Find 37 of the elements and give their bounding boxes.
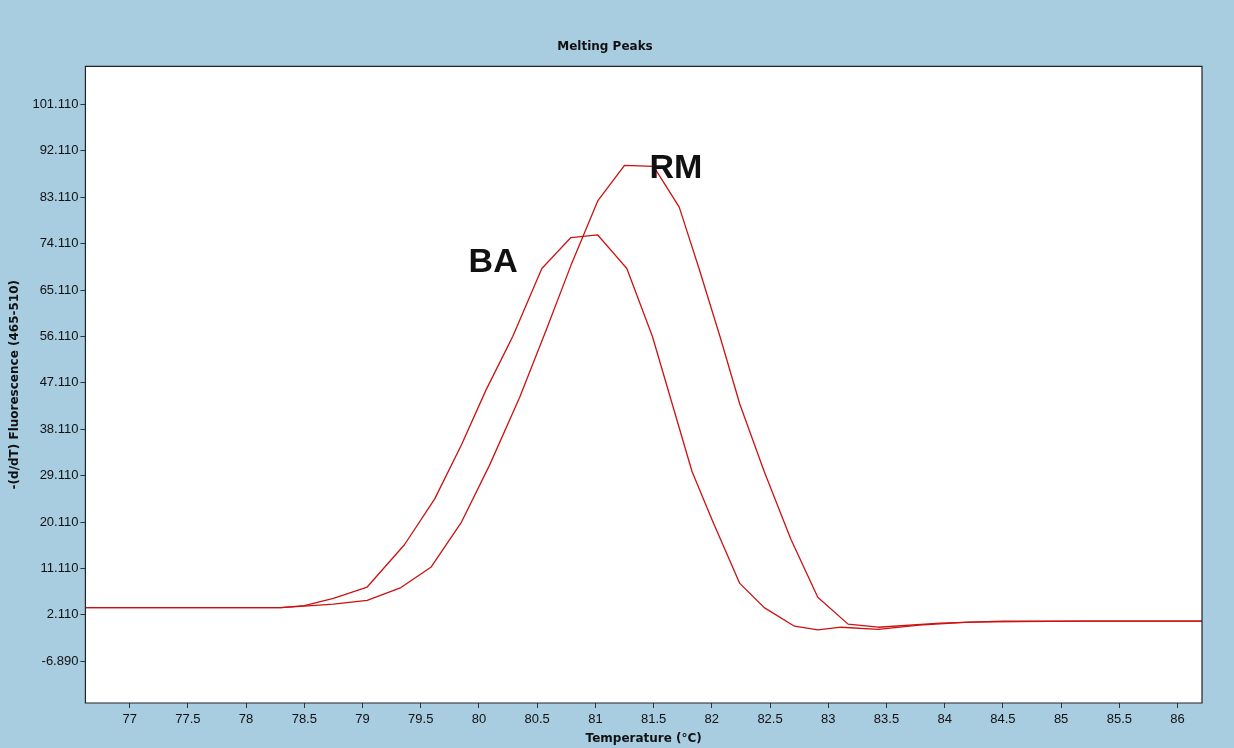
x-tick-label: 83.5: [873, 711, 900, 727]
x-tick-label: 81.5: [640, 711, 667, 727]
y-tick-label: 65.110: [39, 281, 79, 297]
series-label: BA: [468, 241, 518, 280]
x-tick-label: 77.5: [175, 711, 201, 727]
y-tick-label: 11.110: [40, 559, 79, 575]
y-tick-label: 56.110: [39, 328, 79, 344]
y-tick-label: 20.110: [39, 513, 79, 529]
y-axis-title: -(d/dT) Fluorescence (465-510): [7, 279, 22, 490]
x-tick-label: 85: [1053, 711, 1069, 727]
y-tick-label: 38.110: [39, 420, 79, 436]
y-tick-label: 47.110: [39, 374, 79, 390]
x-tick-label: 80.5: [524, 711, 550, 727]
y-tick-label: 2.110: [46, 606, 79, 622]
x-tick-label: 86: [1170, 711, 1185, 727]
y-tick-label: -6.890: [41, 652, 79, 668]
y-tick-label: 74.110: [39, 235, 79, 251]
x-tick-label: 79: [355, 711, 370, 727]
chart-title: Melting Peaks: [557, 39, 653, 54]
y-tick-label: 101.110: [32, 96, 79, 112]
x-tick-label: 80: [471, 711, 487, 727]
x-tick-label: 81: [588, 711, 603, 727]
x-axis-title: Temperature (°C): [585, 730, 702, 745]
y-tick-label: 83.110: [39, 188, 79, 204]
x-tick-label: 82.5: [757, 711, 783, 727]
x-tick-label: 84: [937, 711, 952, 727]
y-tick-label: 29.110: [39, 467, 79, 483]
x-tick-label: 79.5: [408, 711, 434, 727]
x-tick-label: 84.5: [990, 711, 1016, 727]
x-tick-label: 82: [704, 711, 720, 727]
x-tick-label: 78: [238, 711, 254, 727]
x-tick-label: 78.5: [291, 711, 317, 727]
x-tick-label: 83: [821, 711, 836, 727]
series-label: RM: [649, 146, 703, 185]
x-tick-label: 85.5: [1106, 711, 1132, 727]
x-tick-label: 77: [122, 711, 137, 727]
y-tick-label: 92.110: [39, 142, 79, 158]
